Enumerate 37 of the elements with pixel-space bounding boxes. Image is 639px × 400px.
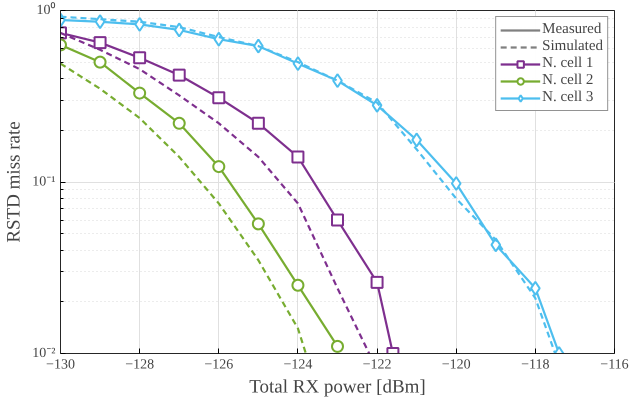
point xyxy=(370,276,384,289)
legend-label: N. cell 3 xyxy=(542,89,594,106)
point xyxy=(133,51,146,64)
point xyxy=(291,278,304,292)
point xyxy=(291,150,304,164)
point xyxy=(212,160,226,174)
x-tick-label: −126 xyxy=(204,358,234,372)
y-tick-label: 10⁰ xyxy=(36,2,56,18)
point xyxy=(252,217,265,230)
legend-label: Simulated xyxy=(542,38,603,55)
point xyxy=(331,340,344,353)
point xyxy=(133,86,146,100)
legend-label: Measured xyxy=(542,21,602,38)
point xyxy=(252,116,265,130)
point xyxy=(172,116,186,130)
legend-label: N. cell 2 xyxy=(542,72,594,89)
point xyxy=(212,91,226,104)
point xyxy=(530,280,541,296)
x-tick-label: −122 xyxy=(362,358,392,372)
x-axis-title: Total RX power [dBm] xyxy=(249,376,426,398)
line-series xyxy=(60,62,307,354)
point xyxy=(94,36,107,50)
point xyxy=(172,68,186,82)
legend-label: N. cell 1 xyxy=(542,55,594,72)
point xyxy=(174,22,185,38)
x-tick-label: −118 xyxy=(521,358,550,372)
y-axis-title: RSTD miss rate xyxy=(3,121,24,243)
point xyxy=(94,56,107,69)
x-tick-label: −120 xyxy=(442,358,471,372)
x-tick-label: −124 xyxy=(283,358,312,372)
point xyxy=(450,176,462,192)
point xyxy=(134,16,145,32)
point xyxy=(331,214,344,227)
x-tick-label: −128 xyxy=(125,358,154,372)
point xyxy=(411,132,422,148)
y-tick-label: 10⁻¹ xyxy=(32,174,56,190)
x-tick-label: −116 xyxy=(600,358,629,372)
